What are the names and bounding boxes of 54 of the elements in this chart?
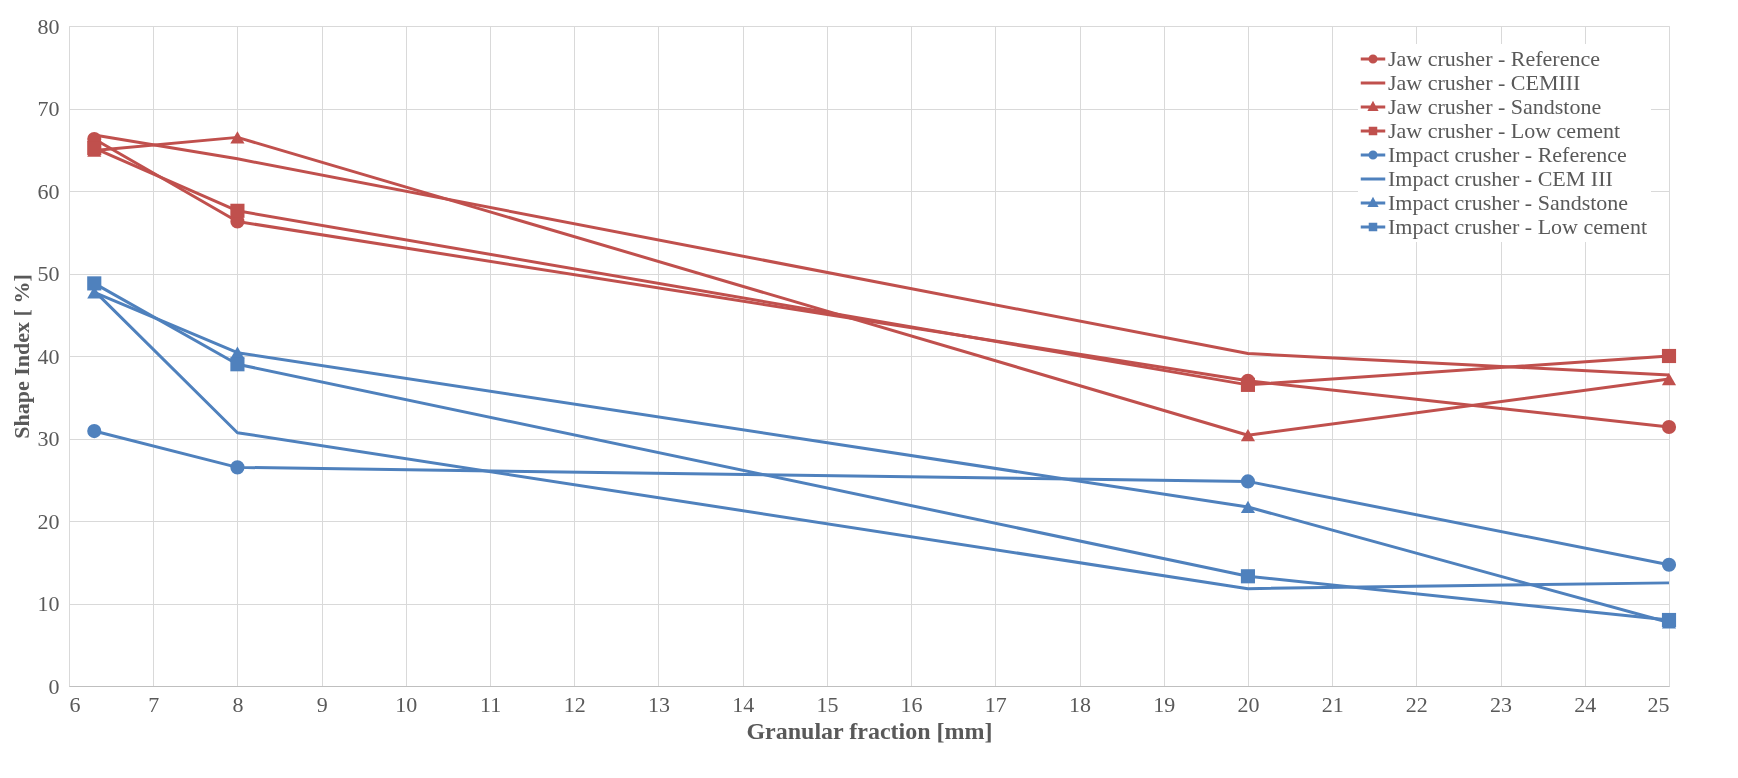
point [230,357,245,372]
y-tick-label: 30 [37,426,60,451]
legend-label: Impact crusher - Sandstone [1388,190,1629,215]
point [1661,419,1677,435]
x-tick-label: 11 [479,691,502,717]
point [1661,612,1677,628]
point [1240,429,1256,442]
x-tick-label: 23 [1490,691,1513,717]
legend-label: Impact crusher - CEM III [1388,166,1613,191]
legend-label: Jaw crusher - Sandstone [1388,94,1602,119]
point [87,276,102,291]
point [230,460,245,475]
point [1661,557,1677,572]
x-tick-label: 24 [1574,691,1597,717]
x-tick-label: 8 [232,691,244,717]
y-tick-label: 60 [37,178,60,204]
x-tick-label: 18 [1069,691,1092,717]
y-tick-label: 50 [37,261,60,286]
legend-label: Impact crusher - Reference [1388,142,1627,167]
x-tick-label: 16 [900,691,923,717]
x-axis-title: Granular fraction [mm] [746,717,993,744]
legend-label: Jaw crusher - CEMIII [1388,70,1581,95]
x-tick-label: 15 [816,691,839,717]
x-tick-label: 7 [148,691,160,717]
point [1661,348,1677,364]
x-tick-label: 22 [1405,691,1428,717]
y-tick-label: 10 [37,591,60,616]
point [1240,500,1256,514]
point [230,131,245,144]
x-tick-label: 9 [316,691,328,717]
x-tick-label: 13 [647,691,670,717]
x-tick-label: 10 [395,691,418,717]
x-tick-label: 19 [1153,691,1176,717]
y-tick-label: 0 [48,673,60,699]
y-tick-label: 40 [37,343,60,369]
x-tick-label: 12 [563,691,586,717]
x-tick-label: 14 [732,691,755,717]
point [1240,377,1256,392]
point [87,424,102,439]
point [1661,372,1677,386]
x-tick-label: 6 [69,691,81,717]
x-tick-label: 20 [1237,691,1260,717]
y-tick-label: 20 [37,508,60,534]
legend-label: Jaw crusher - Low cement [1388,118,1621,143]
y-tick-label: 70 [37,96,60,121]
y-axis-title: Shape Index [ %] [8,274,34,439]
point [1240,569,1256,584]
y-tick-label: 80 [37,13,60,39]
legend-label: Impact crusher - Low cement [1388,214,1647,239]
x-tick-label: 17 [984,691,1007,717]
x-tick-label: 25 [1647,691,1670,717]
legend-label: Jaw crusher - Reference [1388,46,1600,71]
x-tick-label: 21 [1321,691,1344,717]
point [1240,474,1256,489]
